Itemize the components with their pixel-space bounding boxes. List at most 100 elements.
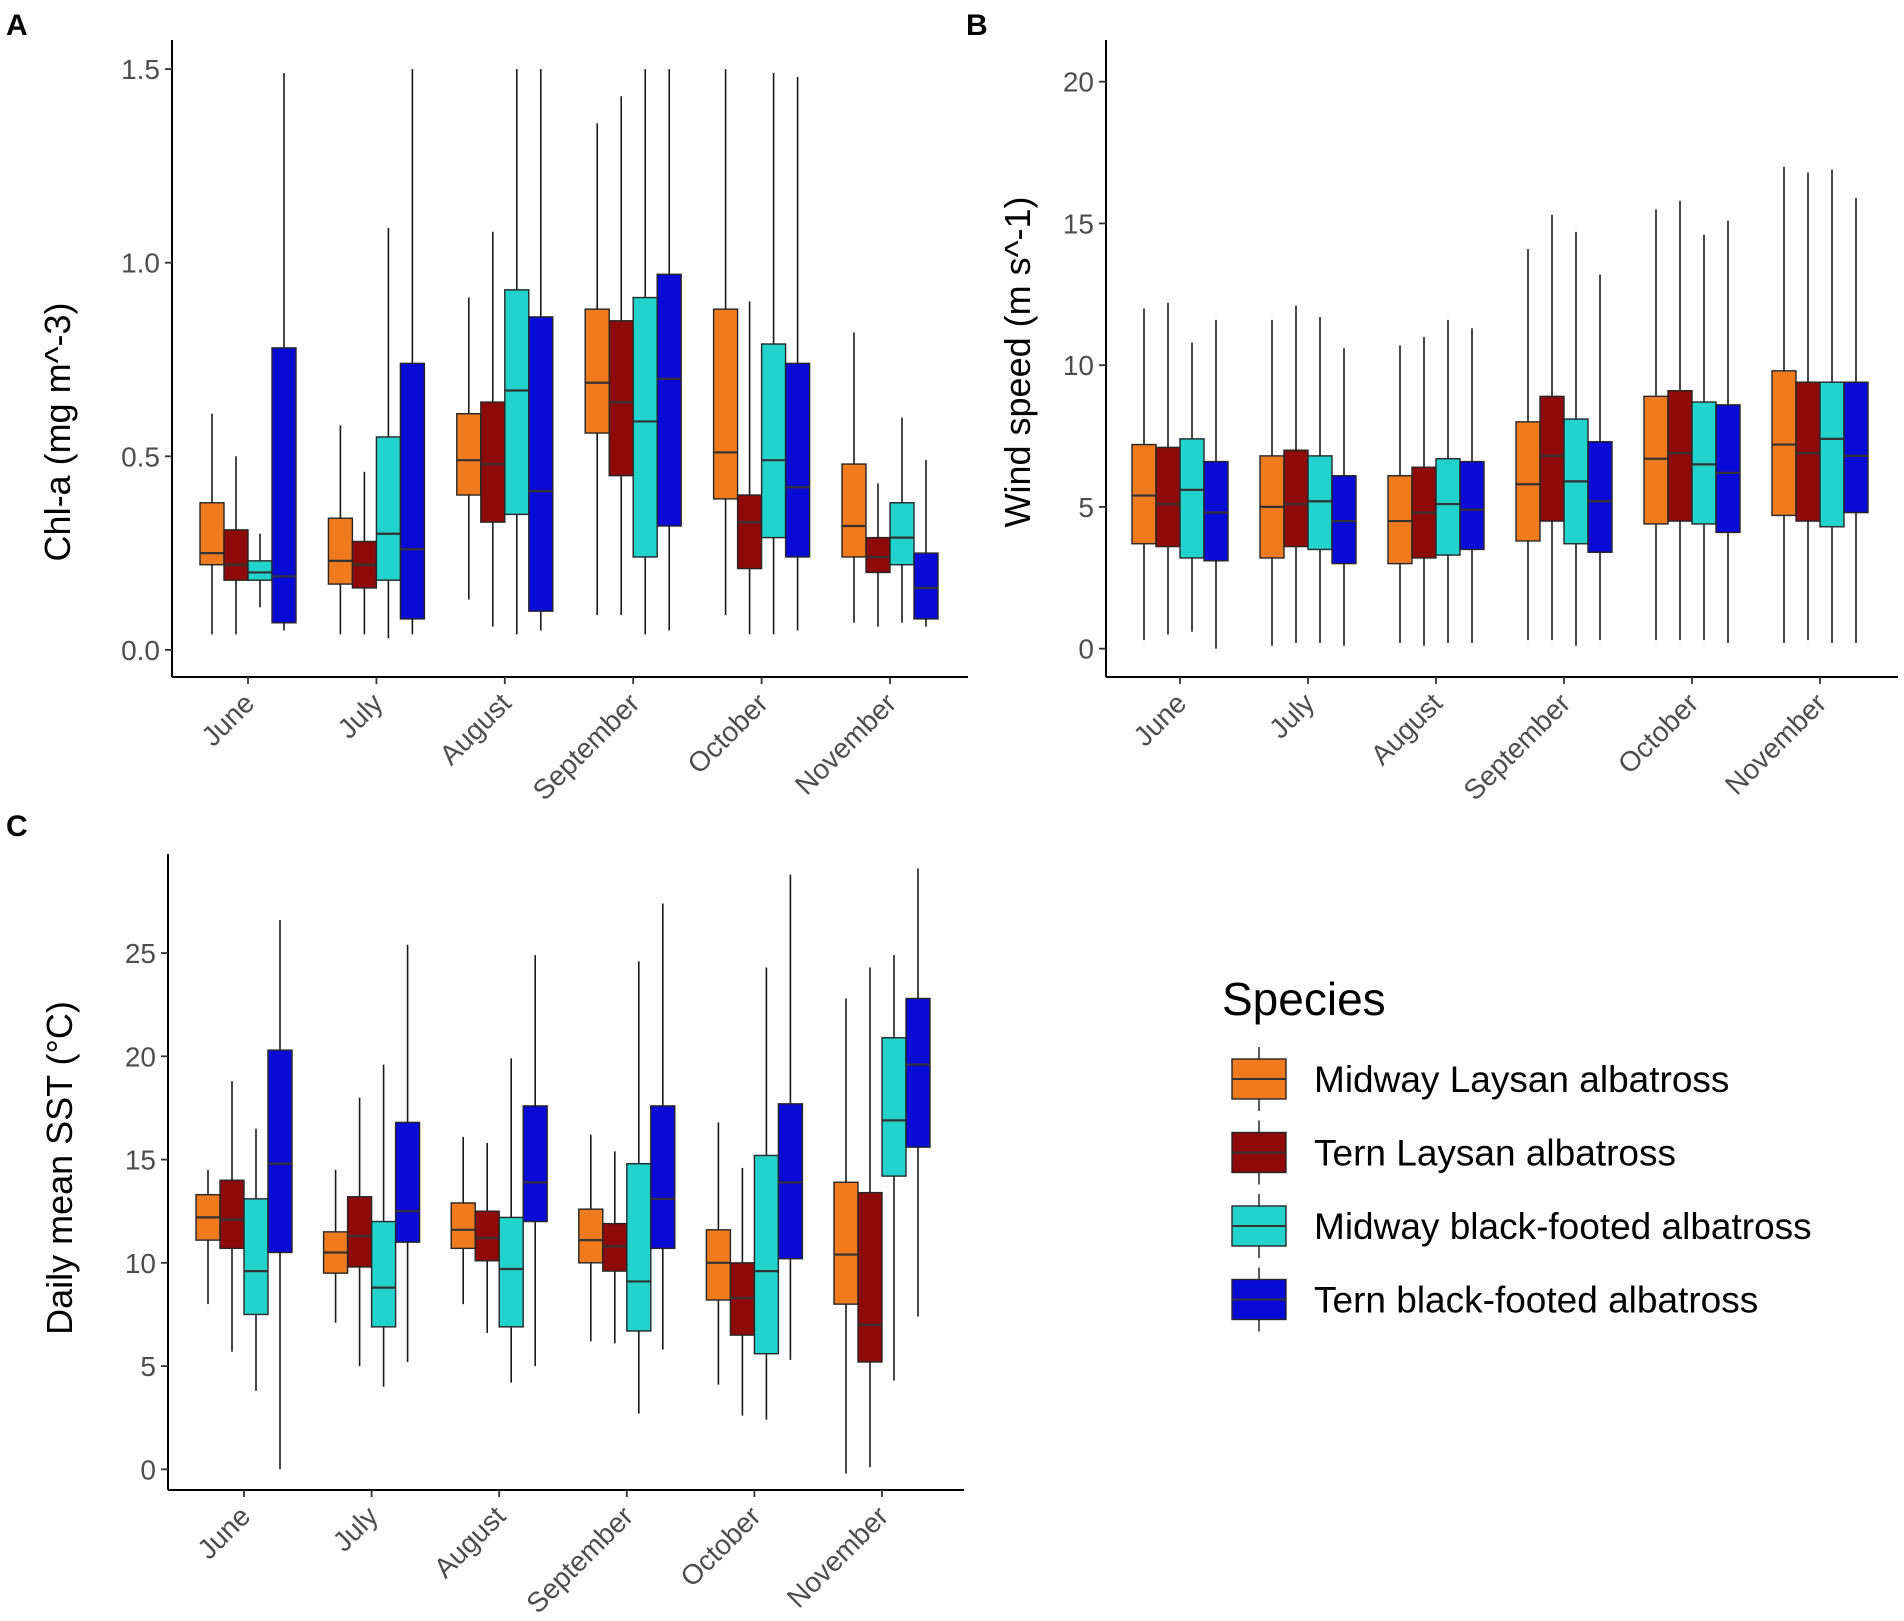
- box-a-august-s0: [456, 297, 482, 600]
- panel-letter-b: B: [966, 9, 988, 42]
- y-tick-label: 1.5: [121, 54, 160, 85]
- box-b-june-s3: [1203, 319, 1229, 649]
- box-body: [736, 494, 763, 570]
- box-a-july-s3: [399, 69, 426, 635]
- x-tick-label: September: [520, 1500, 639, 1619]
- box-c-june-s3: [267, 920, 293, 1470]
- y-tick-label: 0: [140, 1454, 156, 1485]
- y-tick-label: 15: [1063, 208, 1094, 239]
- box-b-august-s0: [1387, 345, 1413, 643]
- box-body: [1667, 389, 1693, 522]
- box-body: [608, 320, 634, 477]
- box-body: [504, 289, 530, 516]
- x-tick-label: August: [433, 687, 517, 771]
- box-body: [1715, 404, 1741, 534]
- box-c-july-s0: [322, 1169, 349, 1323]
- x-tick-label: November: [1719, 687, 1832, 800]
- box-body: [857, 1191, 883, 1363]
- box-body: [375, 436, 402, 581]
- box-body: [223, 529, 249, 581]
- box-body: [1203, 460, 1229, 562]
- y-tick-label: 5: [1078, 492, 1094, 523]
- box-body: [841, 463, 867, 558]
- box-body: [881, 1037, 907, 1177]
- box-body: [578, 1208, 604, 1264]
- x-tick-label: November: [781, 1500, 894, 1613]
- box-c-october-s3: [777, 874, 804, 1360]
- box-b-june-s0: [1131, 308, 1157, 641]
- box-a-june-s3: [271, 72, 297, 631]
- legend-item: Tern Laysan albatross: [1231, 1120, 1676, 1185]
- x-tick-label: June: [195, 687, 260, 752]
- box-b-september-s2: [1563, 231, 1589, 646]
- box-a-august-s2: [504, 69, 530, 635]
- box-body: [247, 560, 273, 581]
- box-body: [327, 517, 354, 585]
- legend-items: Midway Laysan albatross Tern Laysan albat…: [1231, 1047, 1812, 1332]
- box-body: [480, 401, 506, 523]
- y-tick-label: 0: [1078, 634, 1094, 665]
- x-tick-label: October: [674, 1500, 766, 1592]
- legend: Species Midway Laysan albatross Tern Lays…: [1222, 973, 1812, 1332]
- box-c-november-s3: [905, 868, 931, 1317]
- box-body: [219, 1179, 245, 1250]
- box-a-june-s0: [199, 413, 225, 635]
- box-a-september-s0: [584, 123, 610, 616]
- y-axis-label-b: Wind speed (m s^-1): [997, 197, 1038, 528]
- box-b-august-s2: [1435, 319, 1461, 643]
- box-body: [833, 1181, 859, 1305]
- chart-panel-b: 0 5 10 15 20 June July August September October No…: [997, 40, 1898, 806]
- box-body: [760, 343, 787, 539]
- chart-panel-c: 0 5 10 15 20 25 June July August September October…: [39, 854, 964, 1619]
- box-b-november-s1: [1795, 172, 1821, 641]
- box-body: [1435, 458, 1461, 556]
- box-a-november-s2: [889, 417, 915, 623]
- box-body: [474, 1210, 500, 1262]
- box-b-september-s0: [1515, 248, 1541, 641]
- box-b-september-s3: [1587, 274, 1613, 641]
- box-body: [1307, 455, 1333, 551]
- box-b-august-s1: [1411, 336, 1437, 646]
- box-body: [1771, 370, 1797, 517]
- box-body: [1843, 381, 1869, 514]
- box-body: [650, 1105, 676, 1250]
- box-body: [399, 362, 426, 620]
- x-tick-label: July: [332, 687, 389, 744]
- box-b-september-s1: [1539, 214, 1565, 641]
- box-a-august-s3: [528, 69, 554, 631]
- box-b-july-s0: [1259, 319, 1285, 646]
- panel-letter-c: C: [6, 810, 28, 843]
- box-a-july-s2: [375, 227, 402, 639]
- box-body: [1795, 381, 1821, 522]
- box-c-september-s3: [650, 903, 676, 1350]
- box-c-august-s3: [522, 955, 548, 1367]
- y-tick-label: 10: [1063, 350, 1094, 381]
- box-a-september-s2: [632, 69, 658, 635]
- x-tick-label: August: [1365, 687, 1449, 771]
- box-body: [584, 308, 610, 434]
- box-a-october-s0: [712, 69, 739, 616]
- x-tick-label: July: [327, 1500, 384, 1557]
- box-body: [1331, 475, 1357, 565]
- y-axis-label-a: Chl-a (mg m^-3): [37, 303, 78, 562]
- boxes-panel-c: [195, 868, 931, 1474]
- legend-item: Midway black-footed albatross: [1231, 1194, 1812, 1258]
- box-b-october-s0: [1643, 209, 1669, 641]
- box-body: [498, 1216, 524, 1328]
- y-tick-label: 5: [140, 1351, 156, 1382]
- box-body: [905, 997, 931, 1148]
- box-a-october-s3: [784, 76, 811, 631]
- box-c-october-s2: [753, 967, 780, 1420]
- box-body: [346, 1196, 373, 1268]
- x-tick-label: September: [527, 687, 646, 806]
- box-a-november-s0: [841, 332, 867, 623]
- box-a-june-s2: [247, 533, 273, 608]
- y-tick-label: 10: [125, 1248, 156, 1279]
- box-a-october-s2: [760, 72, 787, 635]
- y-tick-label: 20: [1063, 67, 1094, 98]
- box-body: [656, 273, 682, 527]
- box-body: [913, 552, 939, 620]
- box-body: [1179, 438, 1205, 559]
- box-b-october-s1: [1667, 200, 1693, 641]
